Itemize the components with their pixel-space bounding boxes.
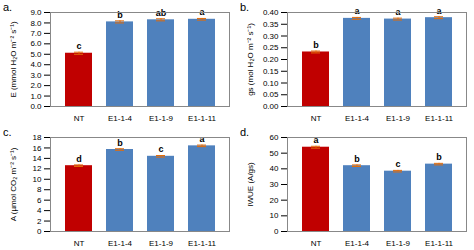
svg-text:b: b [117, 10, 123, 20]
svg-text:10: 10 [270, 211, 279, 220]
svg-text:0.25: 0.25 [263, 43, 279, 52]
svg-text:8.0: 8.0 [30, 19, 42, 28]
svg-text:10: 10 [33, 175, 42, 184]
svg-text:18: 18 [33, 133, 42, 142]
svg-text:E1-1-11: E1-1-11 [188, 239, 216, 248]
svg-text:b: b [436, 152, 442, 162]
svg-text:a: a [199, 134, 205, 144]
svg-text:E1-1-9: E1-1-9 [386, 239, 411, 248]
svg-text:E1-1-11: E1-1-11 [425, 239, 453, 248]
svg-text:A (µmol CO₂ m⁻² s⁻¹): A (µmol CO₂ m⁻² s⁻¹) [9, 147, 18, 221]
svg-text:0: 0 [274, 227, 279, 236]
svg-text:a: a [354, 6, 360, 16]
svg-text:c: c [158, 144, 163, 154]
svg-text:E1-1-9: E1-1-9 [149, 239, 174, 248]
svg-text:40: 40 [270, 164, 279, 173]
svg-text:NT: NT [74, 114, 85, 123]
svg-text:NT: NT [311, 239, 322, 248]
svg-text:0.40: 0.40 [263, 8, 279, 17]
svg-text:a: a [313, 135, 319, 145]
svg-text:20: 20 [270, 196, 279, 205]
svg-text:12: 12 [33, 164, 42, 173]
html-text:c.: c. [3, 126, 12, 138]
svg-text:b: b [117, 138, 123, 148]
svg-text:7.0: 7.0 [30, 29, 42, 38]
svg-text:E1-1-4: E1-1-4 [108, 239, 133, 248]
svg-text:6: 6 [37, 196, 42, 205]
svg-text:0: 0 [37, 227, 42, 236]
svg-text:60: 60 [270, 133, 279, 142]
svg-text:E1-1-11: E1-1-11 [425, 114, 453, 123]
svg-text:gs (mol H₂O m⁻² s⁻¹): gs (mol H₂O m⁻² s⁻¹) [246, 23, 255, 96]
svg-text:5.0: 5.0 [30, 50, 42, 59]
svg-text:E1-1-4: E1-1-4 [345, 239, 370, 248]
svg-text:NT: NT [311, 114, 322, 123]
svg-text:a: a [436, 6, 442, 16]
svg-text:IWUE (A/gs): IWUE (A/gs) [246, 162, 255, 207]
svg-text:a: a [395, 7, 401, 17]
svg-text:6.0: 6.0 [30, 39, 42, 48]
svg-text:E1-1-9: E1-1-9 [386, 114, 411, 123]
svg-text:b: b [354, 154, 360, 164]
svg-text:0.10: 0.10 [263, 79, 279, 88]
svg-text:0.0: 0.0 [30, 102, 42, 111]
svg-text:50: 50 [270, 149, 279, 158]
svg-text:E1-1-11: E1-1-11 [188, 114, 216, 123]
svg-text:0.00: 0.00 [263, 102, 279, 111]
svg-text:E1-1-4: E1-1-4 [345, 114, 370, 123]
svg-text:0.05: 0.05 [263, 90, 279, 99]
svg-text:c: c [395, 159, 400, 169]
svg-text:2.0: 2.0 [30, 81, 42, 90]
html-text:b.: b. [240, 1, 250, 13]
svg-text:14: 14 [33, 154, 42, 163]
svg-text:d: d [76, 154, 82, 164]
svg-text:c: c [76, 41, 81, 51]
svg-text:b: b [313, 40, 319, 50]
svg-text:ab: ab [155, 7, 167, 18]
svg-text:16: 16 [33, 144, 42, 153]
svg-text:9.0: 9.0 [30, 8, 42, 17]
svg-text:4: 4 [37, 206, 42, 215]
svg-text:E (mmol H₂O m⁻² s⁻¹): E (mmol H₂O m⁻² s⁻¹) [9, 21, 18, 98]
svg-text:0.30: 0.30 [263, 32, 279, 41]
svg-text:0.35: 0.35 [263, 20, 279, 29]
html-text:d.: d. [240, 126, 250, 138]
svg-text:a: a [199, 7, 205, 18]
svg-text:0.15: 0.15 [263, 67, 279, 76]
svg-text:1.0: 1.0 [30, 92, 42, 101]
html-text:a.: a. [3, 1, 13, 13]
svg-text:4.0: 4.0 [30, 60, 42, 69]
svg-text:E1-1-4: E1-1-4 [108, 114, 133, 123]
svg-text:E1-1-9: E1-1-9 [149, 114, 174, 123]
svg-text:2: 2 [37, 217, 42, 226]
svg-text:30: 30 [270, 180, 279, 189]
svg-text:0.20: 0.20 [263, 55, 279, 64]
svg-text:3.0: 3.0 [30, 71, 42, 80]
svg-text:8: 8 [37, 185, 42, 194]
svg-text:NT: NT [74, 239, 85, 248]
